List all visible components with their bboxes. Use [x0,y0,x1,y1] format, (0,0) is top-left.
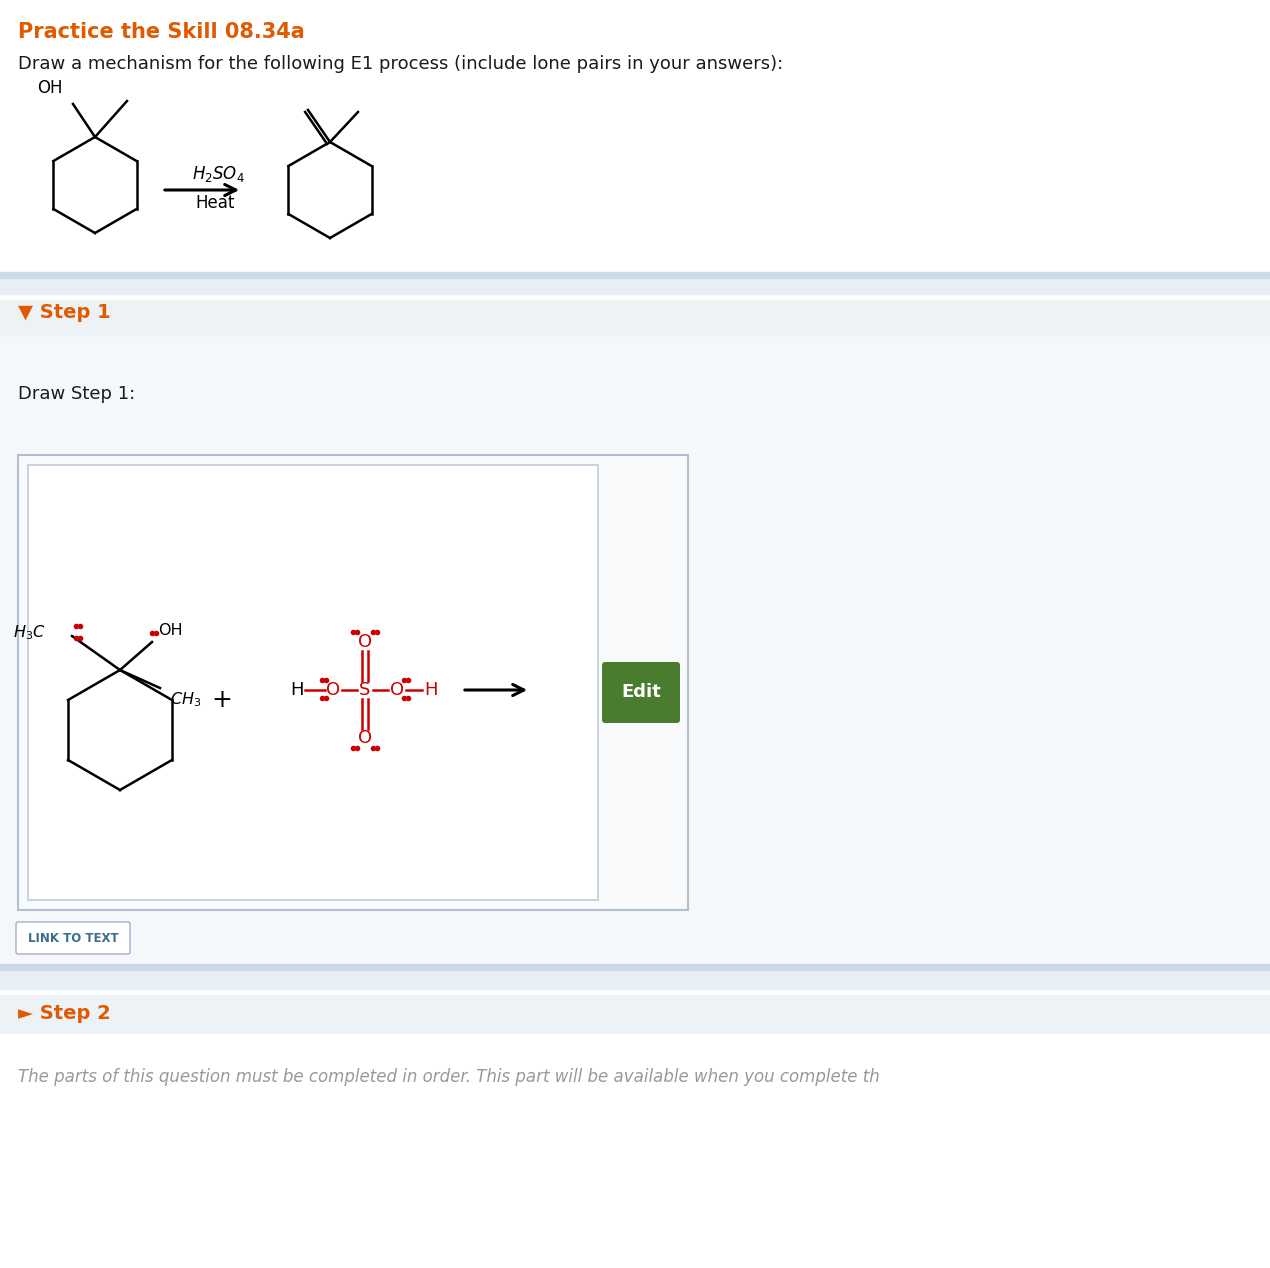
Text: The parts of this question must be completed in order. This part will be availab: The parts of this question must be compl… [18,1068,880,1085]
Text: LINK TO TEXT: LINK TO TEXT [28,932,118,945]
Bar [0,278,1270,294]
Text: Draw Step 1:: Draw Step 1: [18,385,135,403]
Bar [0,995,1270,1033]
Text: O: O [390,681,404,699]
Text: Heat: Heat [196,194,235,212]
Text: $CH_3$: $CH_3$ [170,690,202,709]
Bar [0,301,1270,335]
Text: $H_2SO_4$: $H_2SO_4$ [192,164,245,184]
Text: ▼ Step 1: ▼ Step 1 [18,303,110,322]
Text: O: O [358,729,372,747]
Text: O: O [326,681,340,699]
Bar [0,964,1270,970]
FancyBboxPatch shape [17,922,130,954]
Text: +: + [212,689,232,713]
Bar [0,970,1270,989]
Bar [28,465,598,900]
Text: Edit: Edit [621,683,660,701]
Text: H: H [291,681,304,699]
Text: ► Step 2: ► Step 2 [18,1004,110,1023]
Text: H: H [424,681,438,699]
FancyBboxPatch shape [602,662,679,723]
Bar [0,273,1270,278]
Bar [0,301,1270,970]
Bar [0,0,1270,278]
Text: OH: OH [157,623,183,638]
Bar [0,995,1270,1268]
Text: OH: OH [38,79,64,96]
Bar [18,455,688,910]
Text: $H_3C$: $H_3C$ [13,624,46,643]
Text: O: O [358,633,372,650]
Text: Practice the Skill 08.34a: Practice the Skill 08.34a [18,22,305,42]
Text: Draw a mechanism for the following E1 process (include lone pairs in your answer: Draw a mechanism for the following E1 pr… [18,55,784,74]
Text: S: S [359,681,371,699]
